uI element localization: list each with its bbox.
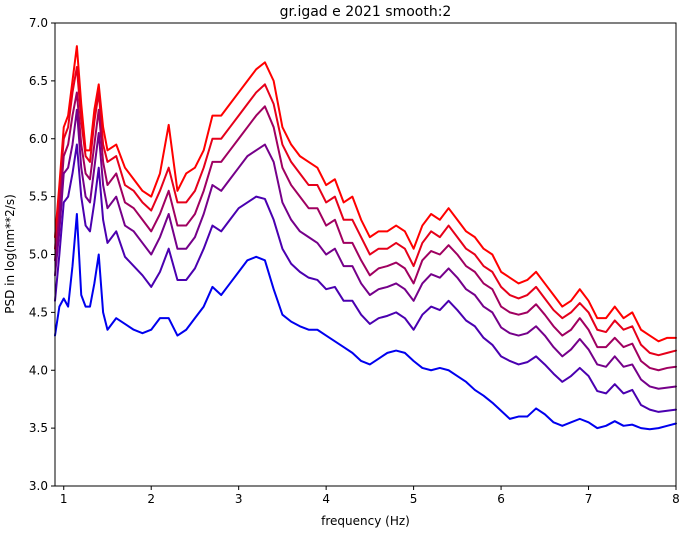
y-tick-label: 6.5 [29, 74, 48, 88]
x-tick-label: 7 [585, 492, 593, 506]
x-axis-label: frequency (Hz) [321, 514, 410, 528]
x-axis-ticks: 1 2 3 4 5 6 7 8 [60, 486, 680, 506]
y-tick-label: 6.0 [29, 132, 48, 146]
x-tick-label: 1 [60, 492, 68, 506]
y-axis-label: PSD in log(nm**2/s) [3, 194, 17, 314]
psd-series-line-4 [54, 108, 677, 390]
y-axis-ticks: 3.0 3.5 4.0 4.5 5.0 5.5 6.0 6.5 7.0 [29, 16, 55, 493]
x-tick-label: 2 [147, 492, 155, 506]
psd-series-line-6 [54, 212, 677, 431]
y-tick-label: 5.0 [29, 248, 48, 262]
y-tick-label: 5.5 [29, 190, 48, 204]
plot-frame [54, 22, 677, 487]
psd-series-line-3 [54, 91, 677, 372]
x-tick-label: 5 [410, 492, 418, 506]
psd-series-line-1 [54, 45, 677, 343]
x-tick-label: 3 [235, 492, 243, 506]
y-tick-label: 4.0 [29, 363, 48, 377]
x-tick-label: 4 [322, 492, 330, 506]
y-tick-label: 7.0 [29, 16, 48, 30]
x-tick-label: 6 [497, 492, 505, 506]
y-tick-label: 4.5 [29, 305, 48, 319]
psd-series-line-2 [54, 65, 677, 357]
x-tick-label: 8 [672, 492, 680, 506]
y-tick-label: 3.0 [29, 479, 48, 493]
y-tick-label: 3.5 [29, 421, 48, 435]
series-layer [54, 45, 677, 431]
psd-series-line-5 [54, 143, 677, 413]
chart-title: gr.igad e 2021 smooth:2 [280, 4, 452, 20]
